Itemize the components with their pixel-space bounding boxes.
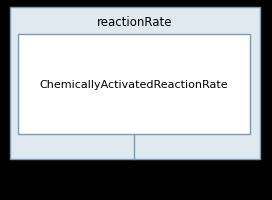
- Text: ChemicallyActivatedReactionRate: ChemicallyActivatedReactionRate: [40, 80, 228, 90]
- Bar: [18, 35, 250, 134]
- Bar: [10, 8, 260, 159]
- Text: reactionRate: reactionRate: [97, 15, 173, 28]
